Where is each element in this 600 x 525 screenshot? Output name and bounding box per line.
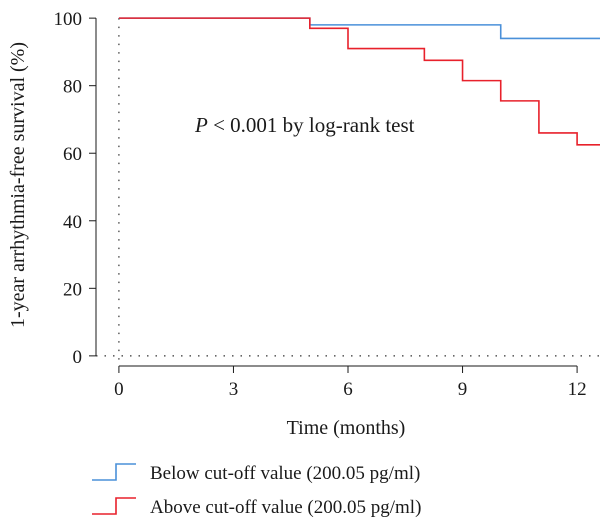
legend-label-1: Below cut-off value (200.05 pg/ml): [150, 463, 420, 484]
y-tick-label: 0: [73, 347, 83, 368]
y-tick-label: 20: [63, 279, 82, 300]
legend-label-2: Above cut-off value (200.05 pg/ml): [150, 497, 421, 518]
legend-swatch-2: [92, 497, 136, 515]
y-tick-label: 40: [63, 212, 82, 233]
series-line-2: [118, 17, 600, 146]
legend-swatch-1: [92, 463, 136, 481]
y-tick-label: 60: [63, 144, 82, 165]
y-axis-label: 1-year arrhythmia-free survival (%): [7, 42, 29, 328]
p-value-text: < 0.001 by log-rank test: [208, 113, 415, 137]
x-tick-label: 6: [343, 379, 353, 400]
y-tick-label: 100: [54, 9, 83, 30]
y-tick-label: 80: [63, 77, 82, 98]
axes: [95, 18, 578, 367]
reference-lines: [96, 18, 600, 366]
p-value-symbol: P: [194, 113, 208, 137]
series-line-1: [118, 17, 600, 40]
series-layer: [118, 17, 600, 146]
x-tick-label: 3: [229, 379, 239, 400]
p-value-annotation: P < 0.001 by log-rank test: [194, 113, 415, 137]
x-axis-label: Time (months): [287, 417, 406, 439]
legend: Below cut-off value (200.05 pg/ml) Above …: [92, 463, 421, 518]
ticks: 0 20 40 60 80 100 0 3 6 9 12: [54, 9, 587, 400]
x-tick-label: 12: [568, 379, 587, 400]
x-tick-label: 9: [458, 379, 468, 400]
x-tick-label: 0: [114, 379, 124, 400]
